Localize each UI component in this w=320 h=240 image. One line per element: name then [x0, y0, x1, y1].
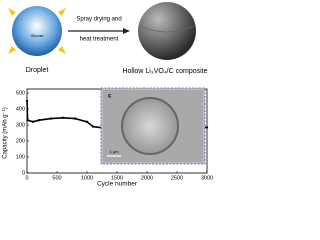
droplet [12, 6, 62, 56]
arrow-text: Spray drying and [76, 17, 121, 23]
x-tick-label: 2000 [141, 175, 153, 181]
droplet-label: Droplet [26, 67, 49, 74]
hollow-sphere [138, 2, 196, 60]
y-tick-label: 0 [22, 170, 25, 176]
x-axis-label: Cycle number [97, 181, 138, 188]
heat-arrows [8, 8, 66, 54]
y-tick-label: 300 [16, 122, 25, 128]
y-tick-label: 100 [16, 154, 25, 160]
data-point [49, 117, 53, 120]
x-tick-label: 500 [52, 175, 61, 181]
x-tick-label: 2500 [171, 175, 183, 181]
data-point [91, 125, 95, 128]
arrow-head [123, 28, 130, 34]
arrow-text: heat treatment [80, 37, 119, 43]
y-tick-label: 200 [16, 138, 25, 144]
inset-label: c [108, 94, 112, 100]
tem-sphere [121, 97, 179, 155]
y-tick-label: 400 [16, 106, 25, 112]
y-axis-label: Capacity (mAh g⁻¹) [3, 107, 9, 159]
data-point [31, 120, 35, 124]
figure: Glucose Droplet Spray drying and heat tr… [3, 2, 213, 188]
x-tick-label: 1000 [81, 175, 93, 181]
x-tick-label: 0 [25, 175, 28, 181]
data-point [25, 99, 29, 103]
droplet-inner-label: Glucose [31, 34, 44, 38]
data-point [205, 126, 209, 129]
x-tick-label: 1500 [111, 175, 123, 181]
chart: 0 100 200 300 400 500 0 500 1000 1500 2000 2500 3000… [3, 87, 213, 188]
data-point [85, 120, 89, 124]
data-point [73, 117, 77, 120]
product-label: Hollow Li₃VO₄/C composite [122, 68, 207, 75]
data-point [61, 116, 65, 120]
data-point [37, 119, 41, 122]
y-tick-label: 500 [16, 90, 25, 96]
scale-label: 1 μm [110, 149, 120, 154]
x-tick-label: 3000 [201, 175, 213, 181]
data-point [26, 119, 29, 122]
sphere-cut [139, 25, 195, 33]
